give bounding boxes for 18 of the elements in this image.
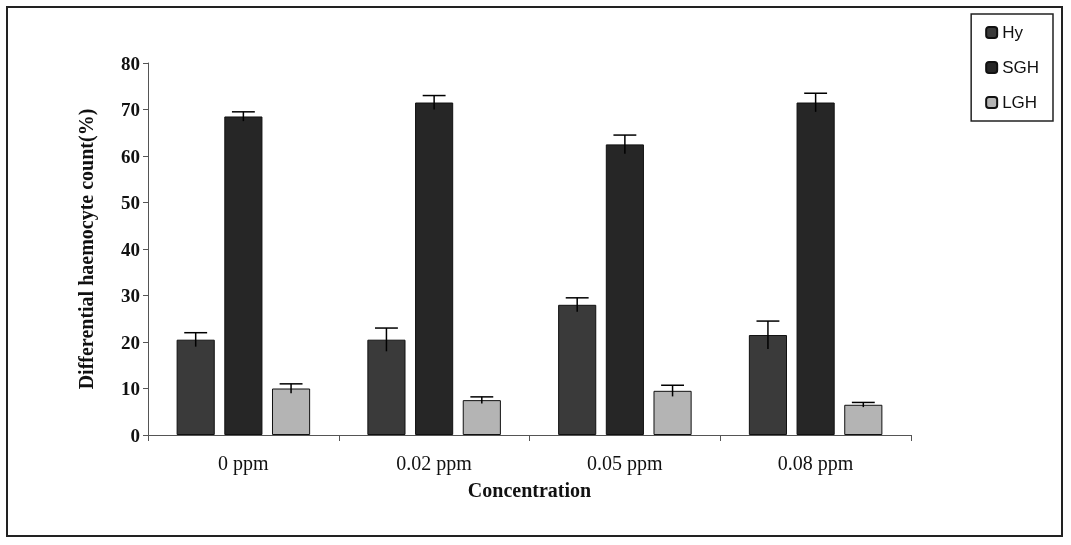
legend-label: LGH xyxy=(1002,93,1038,112)
y-axis-title: Differential haemocyte count(%) xyxy=(75,108,98,390)
x-axis-title: Concentration xyxy=(467,479,592,501)
y-tick-label: 50 xyxy=(121,192,140,213)
x-tick-label: 0.02 ppm xyxy=(396,452,473,475)
y-tick-label: 20 xyxy=(121,331,140,353)
legend-label: SGH xyxy=(1002,58,1039,77)
y-tick-label: 70 xyxy=(121,99,140,120)
y-tick-label: 40 xyxy=(121,238,140,260)
y-tick-label: 10 xyxy=(121,378,140,399)
x-tick-label: 0 ppm xyxy=(218,452,270,475)
y-tick-label: 0 xyxy=(130,424,140,446)
x-tick-label: 0.05 ppm xyxy=(587,452,664,475)
x-tick-label: 0.08 ppm xyxy=(777,452,854,475)
y-tick-label: 60 xyxy=(121,145,140,167)
legend-label: Hy xyxy=(1002,23,1024,42)
y-tick-label: 30 xyxy=(121,285,140,306)
y-tick-label: 80 xyxy=(121,52,140,74)
